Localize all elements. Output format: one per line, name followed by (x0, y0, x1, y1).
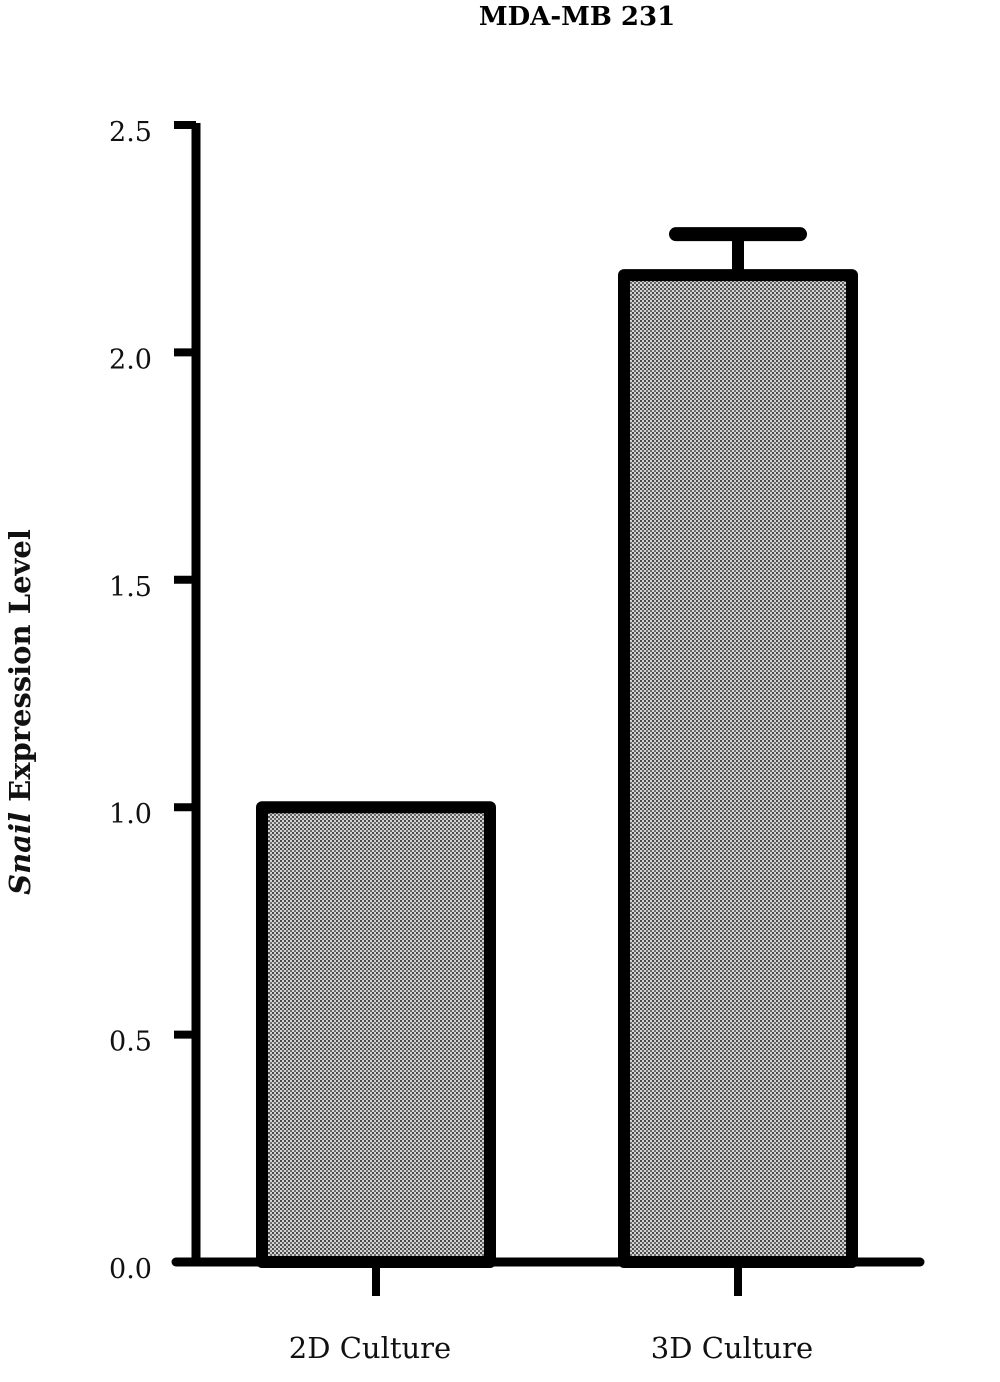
bar-2 (618, 269, 858, 1269)
y-axis-label-italic: Snail (3, 812, 37, 895)
y-tick-label-0: 0.0 (109, 1254, 152, 1285)
x-tick-label-1: 2D Culture (289, 1331, 451, 1365)
y-tick-label-2: 1.0 (109, 799, 152, 830)
y-tick-label-4: 2.0 (109, 344, 152, 375)
bar-1 (256, 801, 496, 1268)
x-tick-label-2: 3D Culture (651, 1331, 813, 1365)
y-tick-label-3: 1.5 (109, 572, 152, 603)
y-tick-label-5: 2.5 (109, 117, 152, 148)
y-axis-label-rest: Expression Level (3, 529, 37, 812)
y-tick-label-1: 0.5 (109, 1027, 152, 1058)
y-axis-label: Snail Expression Level (3, 529, 37, 895)
plot-area: 0.0 0.5 1.0 1.5 2.0 2.5 2D Culture 3D Culture (109, 117, 925, 1365)
chart-title: MDA-MB 231 (479, 2, 675, 32)
